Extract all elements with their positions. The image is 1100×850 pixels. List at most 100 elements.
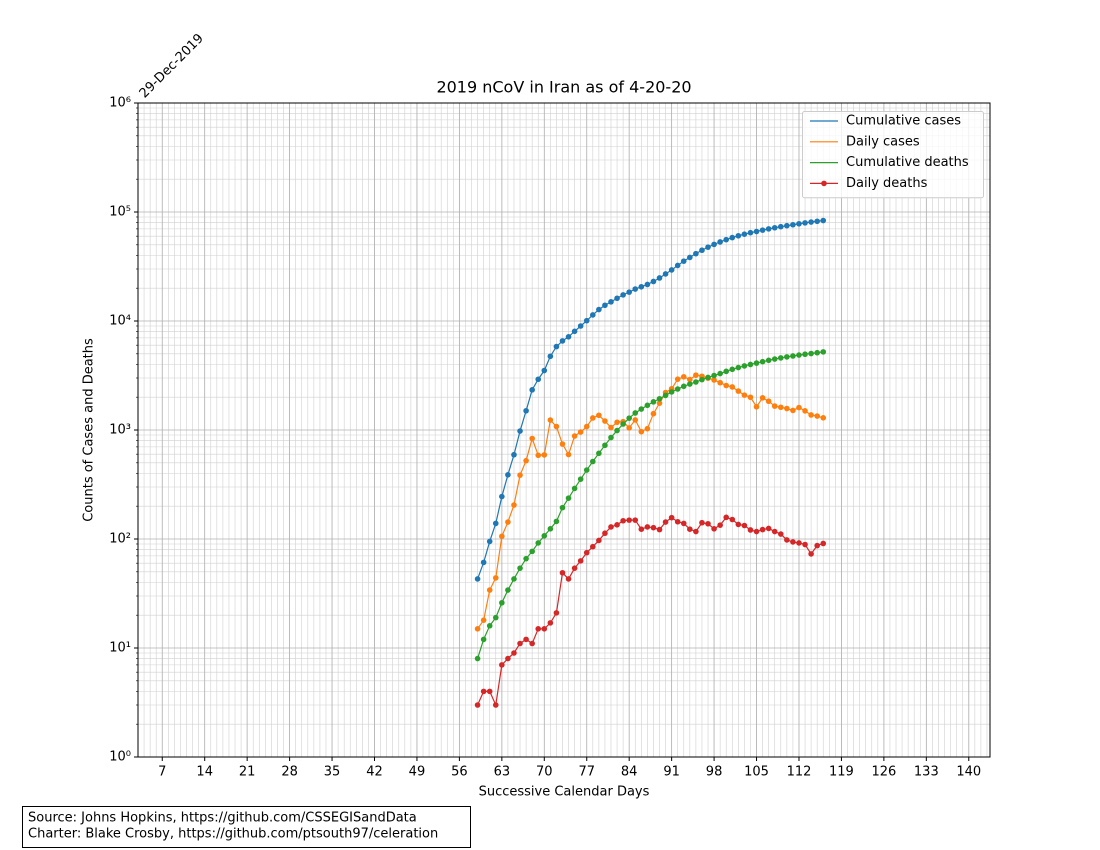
- data-point: [814, 218, 820, 225]
- data-point: [583, 423, 590, 430]
- y-tick-label: 10⁶: [109, 96, 131, 111]
- data-point: [777, 404, 784, 411]
- data-point: [747, 229, 754, 236]
- data-point: [571, 485, 578, 492]
- data-point: [492, 702, 499, 708]
- legend-label: Daily deaths: [846, 176, 928, 191]
- data-point: [662, 271, 669, 277]
- data-point: [680, 383, 687, 390]
- data-point: [602, 442, 608, 449]
- data-point: [759, 526, 766, 533]
- data-point: [711, 372, 717, 379]
- data-point: [577, 476, 584, 482]
- data-point: [668, 389, 675, 395]
- data-point: [571, 328, 578, 335]
- data-point: [802, 408, 808, 414]
- data-point: [565, 334, 572, 340]
- data-point: [517, 565, 523, 571]
- data-point: [784, 354, 790, 360]
- data-point: [523, 457, 529, 464]
- data-point: [614, 521, 620, 528]
- data-point: [492, 575, 499, 581]
- data-point: [553, 518, 560, 525]
- data-point: [492, 614, 499, 621]
- x-tick-label: 98: [706, 765, 723, 780]
- data-point: [729, 516, 736, 523]
- data-point: [535, 376, 542, 383]
- data-point: [808, 412, 814, 418]
- data-point: [505, 655, 511, 662]
- data-point: [474, 626, 481, 632]
- data-point: [517, 472, 523, 478]
- data-point: [583, 467, 590, 473]
- legend-label: Cumulative cases: [846, 114, 961, 129]
- footnote: Charter: Blake Crosby, https://github.co…: [28, 827, 438, 842]
- data-point: [620, 292, 626, 298]
- data-point: [565, 451, 572, 458]
- data-point: [590, 543, 596, 550]
- legend-box: [802, 111, 984, 199]
- data-point: [765, 226, 772, 232]
- data-point: [559, 338, 566, 344]
- data-point: [626, 289, 632, 295]
- data-point: [711, 241, 717, 248]
- data-point: [741, 522, 748, 529]
- data-point: [632, 286, 639, 292]
- data-point: [765, 525, 772, 532]
- legend-label: Daily cases: [846, 134, 920, 149]
- data-point: [590, 458, 596, 465]
- x-tick-label: 49: [409, 765, 426, 780]
- data-point: [559, 569, 566, 576]
- data-point: [705, 374, 711, 381]
- data-point: [771, 356, 778, 362]
- data-point: [626, 425, 632, 431]
- data-point: [693, 528, 699, 535]
- legend-label: Cumulative deaths: [846, 155, 969, 170]
- data-point: [486, 622, 493, 629]
- x-tick-label: 56: [451, 765, 468, 780]
- data-point: [699, 376, 705, 383]
- data-point: [674, 518, 681, 525]
- data-point: [820, 540, 827, 547]
- data-point: [705, 520, 711, 527]
- data-point: [680, 374, 687, 380]
- data-point: [590, 312, 596, 318]
- data-point: [547, 526, 554, 532]
- data-point: [577, 323, 584, 329]
- data-point: [492, 520, 499, 527]
- data-point: [796, 352, 802, 358]
- data-point: [820, 349, 827, 355]
- data-point: [747, 527, 754, 533]
- data-point: [802, 351, 808, 358]
- data-point: [486, 538, 493, 545]
- data-point: [559, 441, 566, 447]
- data-point: [602, 418, 608, 424]
- data-point: [699, 519, 705, 526]
- data-point: [511, 576, 517, 582]
- data-point: [583, 317, 590, 324]
- y-axis-label: Counts of Cases and Deaths: [82, 338, 97, 522]
- data-point: [790, 539, 796, 545]
- data-point: [771, 403, 778, 409]
- x-tick-label: 126: [871, 765, 896, 780]
- data-point: [596, 537, 602, 544]
- plot-frame: [137, 102, 991, 758]
- data-point: [693, 379, 699, 385]
- data-point: [644, 425, 651, 432]
- data-point: [614, 295, 620, 302]
- data-point: [486, 688, 493, 695]
- data-point: [480, 559, 487, 566]
- data-point: [650, 278, 657, 285]
- data-point: [474, 702, 481, 708]
- data-point: [808, 219, 814, 225]
- data-point: [620, 517, 626, 524]
- data-point: [796, 404, 802, 411]
- data-point: [499, 533, 505, 540]
- data-point: [687, 381, 693, 387]
- data-point: [505, 587, 511, 593]
- data-point: [656, 400, 663, 406]
- data-point: [577, 429, 584, 435]
- data-point: [717, 370, 723, 377]
- data-point: [723, 236, 730, 243]
- data-point: [523, 636, 529, 643]
